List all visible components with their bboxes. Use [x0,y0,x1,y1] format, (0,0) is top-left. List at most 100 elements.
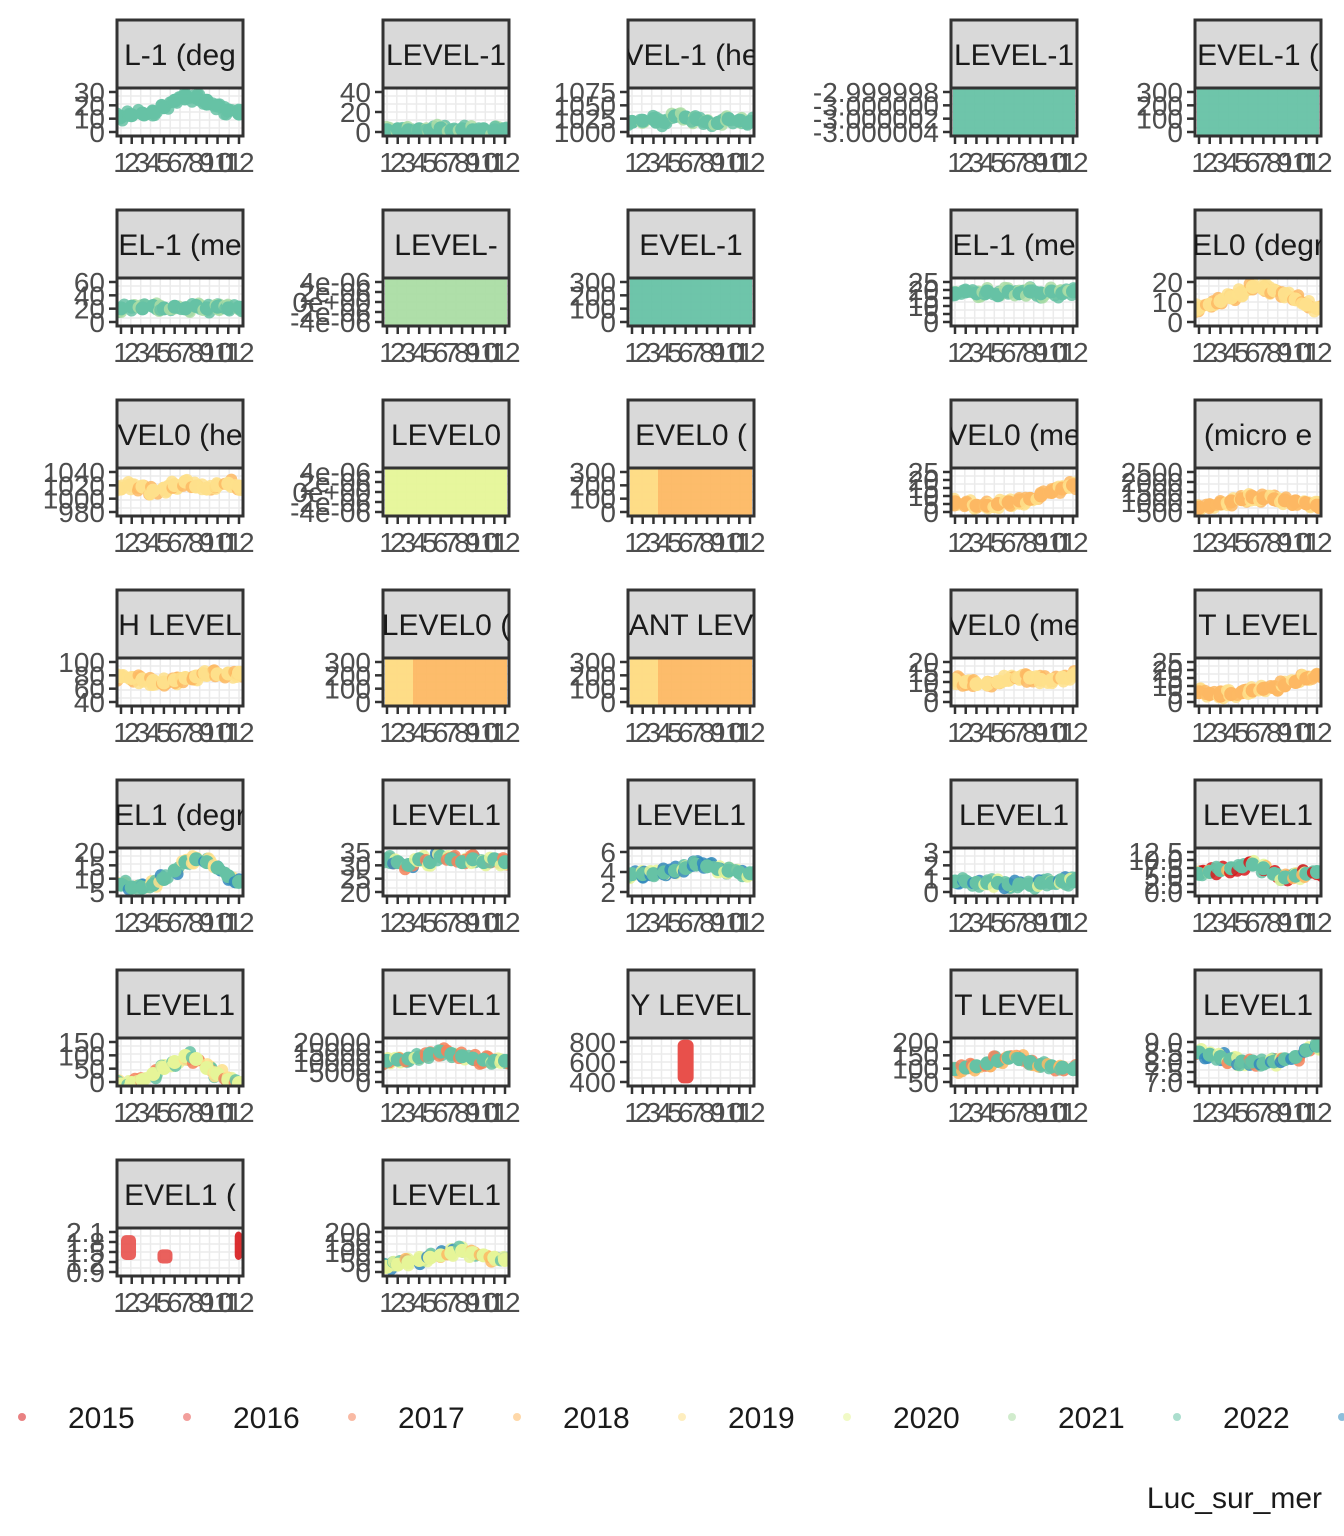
x-tick-label: 6 [167,717,183,748]
y-tick-label: 300 [569,267,616,298]
x-tick-label: 3 [1213,337,1229,368]
x-tick-label: 6 [167,1287,183,1318]
x-tick-label: 10 [468,1097,499,1128]
x-tick-label: 2 [390,527,406,558]
legend-label: 2022 [1223,1402,1290,1435]
data-point [232,874,243,889]
y-tick-label: 20 [74,90,105,121]
x-tick-label: 11 [725,337,754,368]
x-tick-label: 6 [433,337,449,368]
data-point [232,1076,243,1086]
data-point [1256,861,1271,876]
x-tick-label: 8 [1266,1097,1282,1128]
facet-strip [381,208,511,280]
data-point [167,863,182,878]
x-tick-label: 12 [1301,1097,1332,1128]
x-tick-label: 5 [1234,147,1250,178]
y-tick-label: 600 [569,1047,616,1078]
plot-border [115,656,245,708]
x-tick-label: 1 [947,527,963,558]
x-tick-label: 9 [1033,1097,1049,1128]
x-tick-label: 11 [480,717,509,748]
x-tick-label: 5 [156,527,172,558]
data-point [1310,1038,1321,1053]
x-tick-label: 12 [734,337,765,368]
y-tick-label: 10000 [293,1047,371,1078]
x-tick-label: 1 [379,907,395,938]
x-tick-label: 10 [202,907,233,938]
x-tick-label: 2 [635,907,651,938]
y-tick-label: 0.0 [1144,877,1183,908]
x-tick-label: 8 [454,1287,470,1318]
chart-caption: Luc_sur_mer [1147,1482,1322,1515]
y-tick-label: 2.5 [1144,869,1183,900]
data-point [1310,301,1321,316]
x-tick-label: 8 [1022,1097,1038,1128]
data-fill-band [953,88,1075,136]
x-tick-label: 7 [1012,907,1028,938]
x-tick-label: 10 [1280,1097,1311,1128]
data-layer [1195,667,1321,705]
x-tick-label: 11 [480,1097,509,1128]
x-tick-label: 12 [489,1287,520,1318]
x-tick-label: 9 [199,1287,215,1318]
x-tick-label: 4 [656,527,672,558]
y-tick-label: 0 [355,1257,371,1288]
data-point [498,1253,509,1267]
data-point [1066,1062,1077,1077]
x-tick-label: 9 [710,147,726,178]
data-point [498,122,509,136]
data-spike [677,1039,694,1084]
x-tick-label: 8 [454,147,470,178]
plot-border [115,86,245,138]
facet-strip-label: LEVEL1 [391,799,501,832]
x-tick-label: 11 [725,527,754,558]
x-tick-label: 8 [188,1287,204,1318]
x-tick-label: 10 [1036,1097,1067,1128]
facet-strip-label: LEVEL0 [391,419,501,452]
y-tick-label: 980 [58,497,105,528]
x-tick-label: 7 [1012,337,1028,368]
y-tick-label: 1.8 [66,1227,105,1258]
data-layer [117,850,243,896]
y-tick-label: 1 [923,864,939,895]
x-tick-label: 6 [433,147,449,178]
x-tick-label: 7 [178,1287,194,1318]
x-tick-label: 10 [1280,147,1311,178]
y-tick-label: 1075 [554,77,616,108]
x-tick-label: 1 [624,337,640,368]
x-tick-label: 11 [725,907,754,938]
x-tick-label: 8 [1022,147,1038,178]
x-tick-label: 5 [156,1097,172,1128]
y-tick-label: 200 [324,1217,371,1248]
x-tick-label: 10 [713,337,744,368]
x-tick-label: 2 [635,527,651,558]
facet-strip-label: EL-1 (me [118,229,241,262]
x-tick-label: 2 [958,1097,974,1128]
x-tick-label: 1 [1191,717,1207,748]
x-tick-label: 7 [689,717,705,748]
legend-key [1338,1413,1344,1421]
facet-strip-label: H LEVEL [118,609,241,642]
x-tick-label: 5 [422,147,438,178]
x-tick-label: 6 [433,907,449,938]
x-tick-label: 5 [156,1287,172,1318]
y-tick-label: 5.0 [1144,861,1183,892]
y-tick-label: 400 [569,1067,616,1098]
x-tick-label: 5 [1234,717,1250,748]
x-tick-label: 9 [1033,527,1049,558]
x-tick-label: 5 [422,907,438,938]
y-tick-label: 200 [324,660,371,691]
y-tick-label: 15 [908,283,939,314]
data-point [1245,857,1260,872]
x-tick-label: 11 [725,147,754,178]
y-tick-label: 0 [600,307,616,338]
data-point [455,855,470,870]
y-tick-label: 0 [89,117,105,148]
legend-label: 2018 [563,1402,630,1435]
